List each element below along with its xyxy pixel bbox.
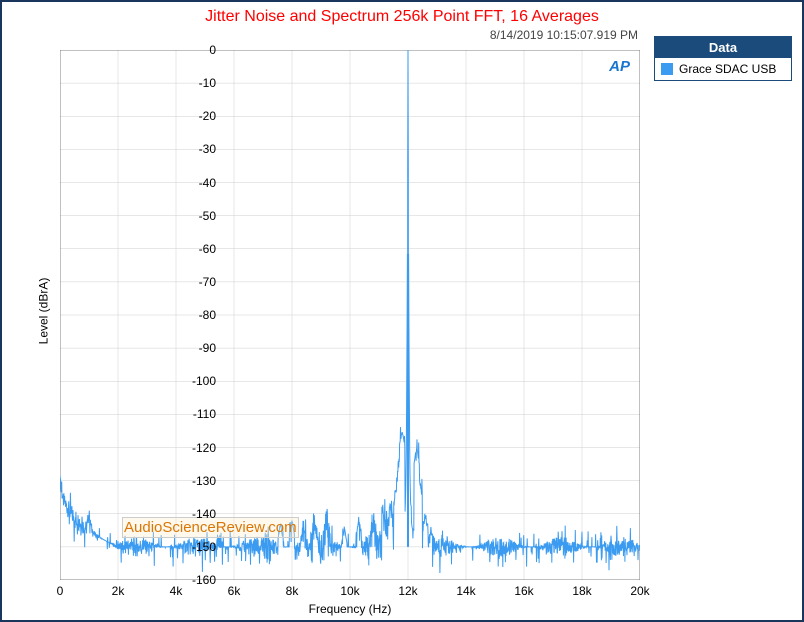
y-tick: -40 — [176, 176, 216, 190]
y-tick: -50 — [176, 209, 216, 223]
timestamp: 8/14/2019 10:15:07.919 PM — [490, 28, 638, 42]
x-tick: 18k — [562, 584, 602, 598]
x-tick: 12k — [388, 584, 428, 598]
y-tick: -20 — [176, 109, 216, 123]
x-tick: 2k — [98, 584, 138, 598]
legend-item: Grace SDAC USB — [655, 58, 791, 80]
legend-header: Data — [655, 37, 791, 58]
y-tick: -120 — [176, 441, 216, 455]
x-tick: 0 — [40, 584, 80, 598]
legend-item-label: Grace SDAC USB — [679, 62, 776, 76]
y-tick: -60 — [176, 242, 216, 256]
x-axis-label: Frequency (Hz) — [60, 602, 640, 616]
y-tick: 0 — [176, 43, 216, 57]
chart-title: Jitter Noise and Spectrum 256k Point FFT… — [2, 8, 802, 26]
x-tick: 20k — [620, 584, 660, 598]
y-tick: -140 — [176, 507, 216, 521]
outer-frame: Jitter Noise and Spectrum 256k Point FFT… — [0, 0, 804, 622]
y-tick: -130 — [176, 474, 216, 488]
y-axis-label: Level (dBrA) — [36, 278, 50, 345]
chart-svg — [60, 50, 640, 580]
x-tick: 16k — [504, 584, 544, 598]
legend: Data Grace SDAC USB — [654, 36, 792, 81]
y-tick: -10 — [176, 76, 216, 90]
y-tick: -70 — [176, 275, 216, 289]
y-tick: -110 — [176, 407, 216, 421]
x-tick: 10k — [330, 584, 370, 598]
y-tick: -150 — [176, 540, 216, 554]
x-tick: 8k — [272, 584, 312, 598]
y-tick: -30 — [176, 142, 216, 156]
x-tick: 6k — [214, 584, 254, 598]
y-tick: -90 — [176, 341, 216, 355]
y-tick: -100 — [176, 374, 216, 388]
legend-swatch — [661, 63, 673, 75]
ap-logo: AP — [609, 58, 630, 75]
x-tick: 14k — [446, 584, 486, 598]
x-tick: 4k — [156, 584, 196, 598]
chart-area: AP AudioScienceReview.com — [60, 50, 640, 580]
y-tick: -80 — [176, 308, 216, 322]
